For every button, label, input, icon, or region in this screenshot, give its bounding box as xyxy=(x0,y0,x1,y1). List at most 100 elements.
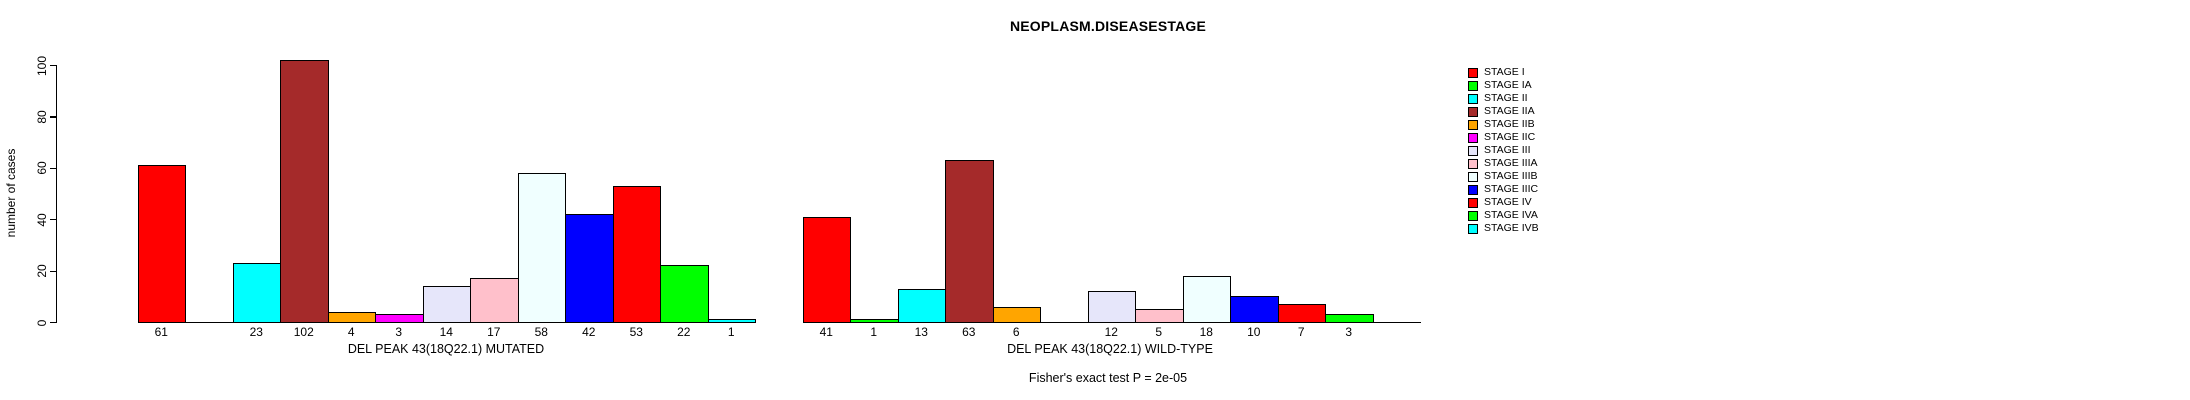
bar-stage-iii xyxy=(1087,291,1136,323)
bar-stage-i xyxy=(802,216,851,323)
bar-stage-iiib xyxy=(517,172,566,323)
bar-zero-stage-iic xyxy=(1040,321,1089,323)
y-axis-tick-label: 80 xyxy=(35,110,49,124)
legend-label: STAGE IIC xyxy=(1484,131,1536,143)
bar-stage-iia xyxy=(280,59,329,323)
legend-label: STAGE I xyxy=(1484,66,1525,78)
bar-stage-ia xyxy=(850,319,899,323)
legend-swatch xyxy=(1468,145,1478,156)
bar-stage-iiic xyxy=(565,214,614,323)
bar-value-label: 41 xyxy=(819,325,833,339)
bar-stage-iic xyxy=(375,314,424,323)
bar-value-label: 12 xyxy=(1104,325,1118,339)
y-axis-tick-label: 40 xyxy=(35,213,49,227)
y-axis-tick-label: 60 xyxy=(35,161,49,175)
y-axis-tick xyxy=(50,167,57,169)
legend-item: STAGE IIIC xyxy=(1468,183,1539,196)
legend-item: STAGE IVA xyxy=(1468,209,1539,222)
y-axis-tick xyxy=(50,322,57,324)
bar-value-label: 3 xyxy=(395,325,403,339)
legend-swatch xyxy=(1468,210,1478,221)
bar-stage-ii xyxy=(232,262,281,323)
y-axis-tick-label: 0 xyxy=(35,319,49,326)
legend-label: STAGE II xyxy=(1484,92,1528,104)
legend-item: STAGE III xyxy=(1468,144,1539,157)
y-axis-tick-label: 20 xyxy=(35,264,49,278)
bar-value-label: 23 xyxy=(249,325,263,339)
bar-value-label: 1 xyxy=(870,325,878,339)
bar-stage-ii xyxy=(897,288,946,323)
chart-title: NEOPLASM.DISEASESTAGE xyxy=(1009,18,1207,34)
fisher-test-note: Fisher's exact test P = 2e-05 xyxy=(1028,371,1188,385)
legend-swatch xyxy=(1468,171,1478,182)
x-axis-label-wild-type: DEL PEAK 43(18Q22.1) WILD-TYPE xyxy=(1007,342,1213,356)
y-axis-tick xyxy=(50,270,57,272)
y-axis-line xyxy=(56,65,58,323)
legend-swatch xyxy=(1468,67,1478,78)
legend-label: STAGE IA xyxy=(1484,79,1532,91)
legend-swatch xyxy=(1468,132,1478,143)
bar-value-label: 1 xyxy=(727,325,735,339)
bar-stage-iib xyxy=(327,311,376,323)
legend-label: STAGE IVA xyxy=(1484,209,1538,221)
bar-stage-iiia xyxy=(1135,309,1184,323)
legend-label: STAGE IV xyxy=(1484,196,1532,208)
bar-stage-i xyxy=(137,165,186,323)
legend-label: STAGE IIA xyxy=(1484,105,1535,117)
y-axis-label: number of cases xyxy=(4,148,18,238)
legend-label: STAGE IIB xyxy=(1484,118,1535,130)
legend-item: STAGE IIB xyxy=(1468,118,1539,131)
legend-item: STAGE IV xyxy=(1468,196,1539,209)
legend-item: STAGE IIA xyxy=(1468,105,1539,118)
bar-value-label: 53 xyxy=(629,325,643,339)
legend-item: STAGE I xyxy=(1468,66,1539,79)
legend-item: STAGE IA xyxy=(1468,79,1539,92)
bar-value-label: 7 xyxy=(1297,325,1305,339)
legend-label: STAGE IIIC xyxy=(1484,183,1539,195)
bar-value-label: 6 xyxy=(1012,325,1020,339)
bar-stage-iiib xyxy=(1182,275,1231,323)
y-axis-tick xyxy=(50,116,57,118)
bar-stage-iv xyxy=(612,185,661,323)
legend-swatch xyxy=(1468,119,1478,130)
legend-item: STAGE IVB xyxy=(1468,222,1539,235)
y-axis-tick-label: 100 xyxy=(35,55,49,76)
legend: STAGE I STAGE IA STAGE II STAGE IIA STAGE II… xyxy=(1468,66,1539,235)
legend-swatch xyxy=(1468,80,1478,91)
bar-value-label: 10 xyxy=(1247,325,1261,339)
legend-item: STAGE IIIB xyxy=(1468,170,1539,183)
legend-item: STAGE II xyxy=(1468,92,1539,105)
bar-value-label: 5 xyxy=(1155,325,1163,339)
bar-value-label: 17 xyxy=(487,325,501,339)
legend-swatch xyxy=(1468,184,1478,195)
bar-value-label: 18 xyxy=(1199,325,1213,339)
bar-stage-iiia xyxy=(470,278,519,323)
legend-label: STAGE III xyxy=(1484,144,1531,156)
bar-value-label: 58 xyxy=(534,325,548,339)
bar-stage-iib xyxy=(992,306,1041,323)
bar-value-label: 42 xyxy=(582,325,596,339)
legend-label: STAGE IIIB xyxy=(1484,170,1538,182)
bar-value-label: 13 xyxy=(914,325,928,339)
bar-stage-iiic xyxy=(1230,296,1279,323)
legend-swatch xyxy=(1468,197,1478,208)
legend-swatch xyxy=(1468,223,1478,234)
bar-stage-iia xyxy=(945,160,994,323)
y-axis-tick xyxy=(50,65,57,67)
bar-stage-iva xyxy=(660,265,709,323)
bar-stage-iii xyxy=(422,286,471,323)
bar-value-label: 63 xyxy=(962,325,976,339)
bar-value-label: 22 xyxy=(677,325,691,339)
bar-stage-iv xyxy=(1277,304,1326,323)
legend-label: STAGE IIIA xyxy=(1484,157,1538,169)
legend-swatch xyxy=(1468,93,1478,104)
bar-stage-iva xyxy=(1325,314,1374,323)
bar-value-label: 14 xyxy=(439,325,453,339)
bar-value-label: 4 xyxy=(347,325,355,339)
legend-swatch xyxy=(1468,158,1478,169)
bar-zero-stage-ivb xyxy=(1372,321,1421,323)
legend-item: STAGE IIIA xyxy=(1468,157,1539,170)
legend-item: STAGE IIC xyxy=(1468,131,1539,144)
bar-zero-stage-ia xyxy=(185,321,234,323)
